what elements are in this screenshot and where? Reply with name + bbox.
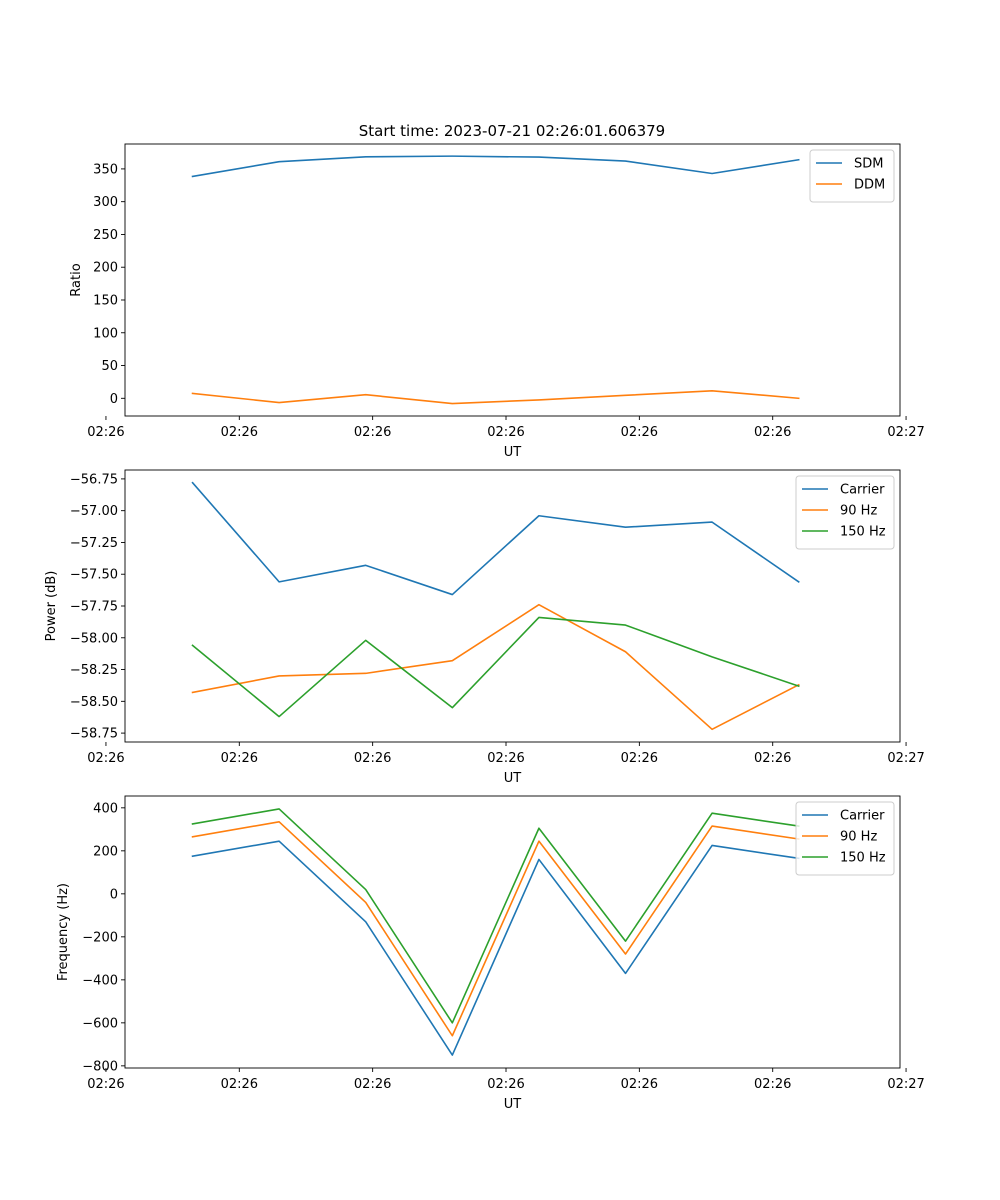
y-tick-label: 350 [93,162,118,177]
series-line-90-hz [191,603,800,731]
x-axis-label: UT [504,771,522,786]
y-tick-label: −58.00 [70,631,118,646]
x-tick-label: 02:27 [887,751,924,766]
x-tick-label: 02:26 [754,425,791,440]
y-tick-label: 50 [101,359,118,374]
x-tick-label: 02:26 [87,1077,124,1092]
plot-3: 02:26 02:26 02:26 02:26 02:26 02:26 02:27 −800 −… [56,795,925,1112]
series-line-90-hz [191,820,800,1037]
legend-label: Carrier [840,809,885,824]
x-tick-label: 02:26 [754,751,791,766]
y-tick-label: 150 [93,293,118,308]
x-tick-label: 02:26 [487,751,524,766]
x-axis-label: UT [504,445,522,460]
series-line-sdm [191,155,800,178]
legend-label: 150 Hz [840,525,886,540]
legend-label: DDM [854,178,885,193]
figure-title: Start time: 2023-07-21 02:26:01.606379 [359,122,665,140]
y-tick-label: 300 [93,195,118,210]
x-tick-label: 02:26 [354,425,391,440]
x-tick-label: 02:26 [621,751,658,766]
x-tick-label: 02:26 [487,425,524,440]
x-tick-label: 02:26 [87,425,124,440]
y-tick-label: −57.75 [70,600,118,615]
y-tick-label: −400 [82,973,118,988]
x-tick-label: 02:26 [754,1077,791,1092]
y-tick-label: 200 [93,844,118,859]
x-tick-label: 02:27 [887,425,924,440]
y-axis-label: Power (dB) [44,571,59,642]
x-tick-label: 02:26 [221,425,258,440]
y-tick-label: −600 [82,1016,118,1031]
legend-label: 90 Hz [840,830,877,845]
y-tick-label: 200 [93,261,118,276]
y-axis-label: Frequency (Hz) [56,883,71,981]
x-axis-label: UT [504,1097,522,1112]
y-tick-label: 250 [93,228,118,243]
plot-1: 02:26 02:26 02:26 02:26 02:26 02:26 02:27 0 50 10… [69,143,925,460]
legend-label: Carrier [840,483,885,498]
axes-frame [124,143,901,417]
series-line-carrier [191,840,800,1056]
x-tick-label: 02:26 [354,1077,391,1092]
legend-label: 150 Hz [840,851,886,866]
y-tick-label: −58.25 [70,663,118,678]
y-tick-label: 0 [110,887,118,902]
y-tick-label: 0 [110,392,118,407]
x-tick-label: 02:27 [887,1077,924,1092]
x-tick-label: 02:26 [621,425,658,440]
y-axis-label: Ratio [69,263,84,296]
y-tick-label: −200 [82,930,118,945]
y-tick-label: −56.75 [70,472,118,487]
series-line-150-hz [191,616,800,718]
plots-group: 02:26 02:26 02:26 02:26 02:26 02:26 02:27 0 50 10… [44,143,925,1112]
series-line-150-hz [191,808,800,1024]
y-tick-label: −800 [82,1059,118,1074]
y-tick-label: 400 [93,801,118,816]
series-line-carrier [191,481,800,596]
series-line-ddm [191,389,800,405]
axes-frame [124,795,901,1069]
x-tick-label: 02:26 [87,751,124,766]
y-tick-label: −58.50 [70,695,118,710]
y-tick-label: −57.50 [70,568,118,583]
x-tick-label: 02:26 [621,1077,658,1092]
y-tick-label: −57.25 [70,536,118,551]
legend-label: SDM [854,157,883,172]
plot-2: 02:26 02:26 02:26 02:26 02:26 02:26 02:27 −58.7… [44,469,925,786]
legend-label: 90 Hz [840,504,877,519]
y-tick-label: −57.00 [70,504,118,519]
x-tick-label: 02:26 [221,751,258,766]
x-tick-label: 02:26 [354,751,391,766]
x-tick-label: 02:26 [487,1077,524,1092]
y-tick-label: 100 [93,326,118,341]
axes-frame [124,469,901,743]
x-tick-label: 02:26 [221,1077,258,1092]
y-tick-label: −58.75 [70,727,118,742]
